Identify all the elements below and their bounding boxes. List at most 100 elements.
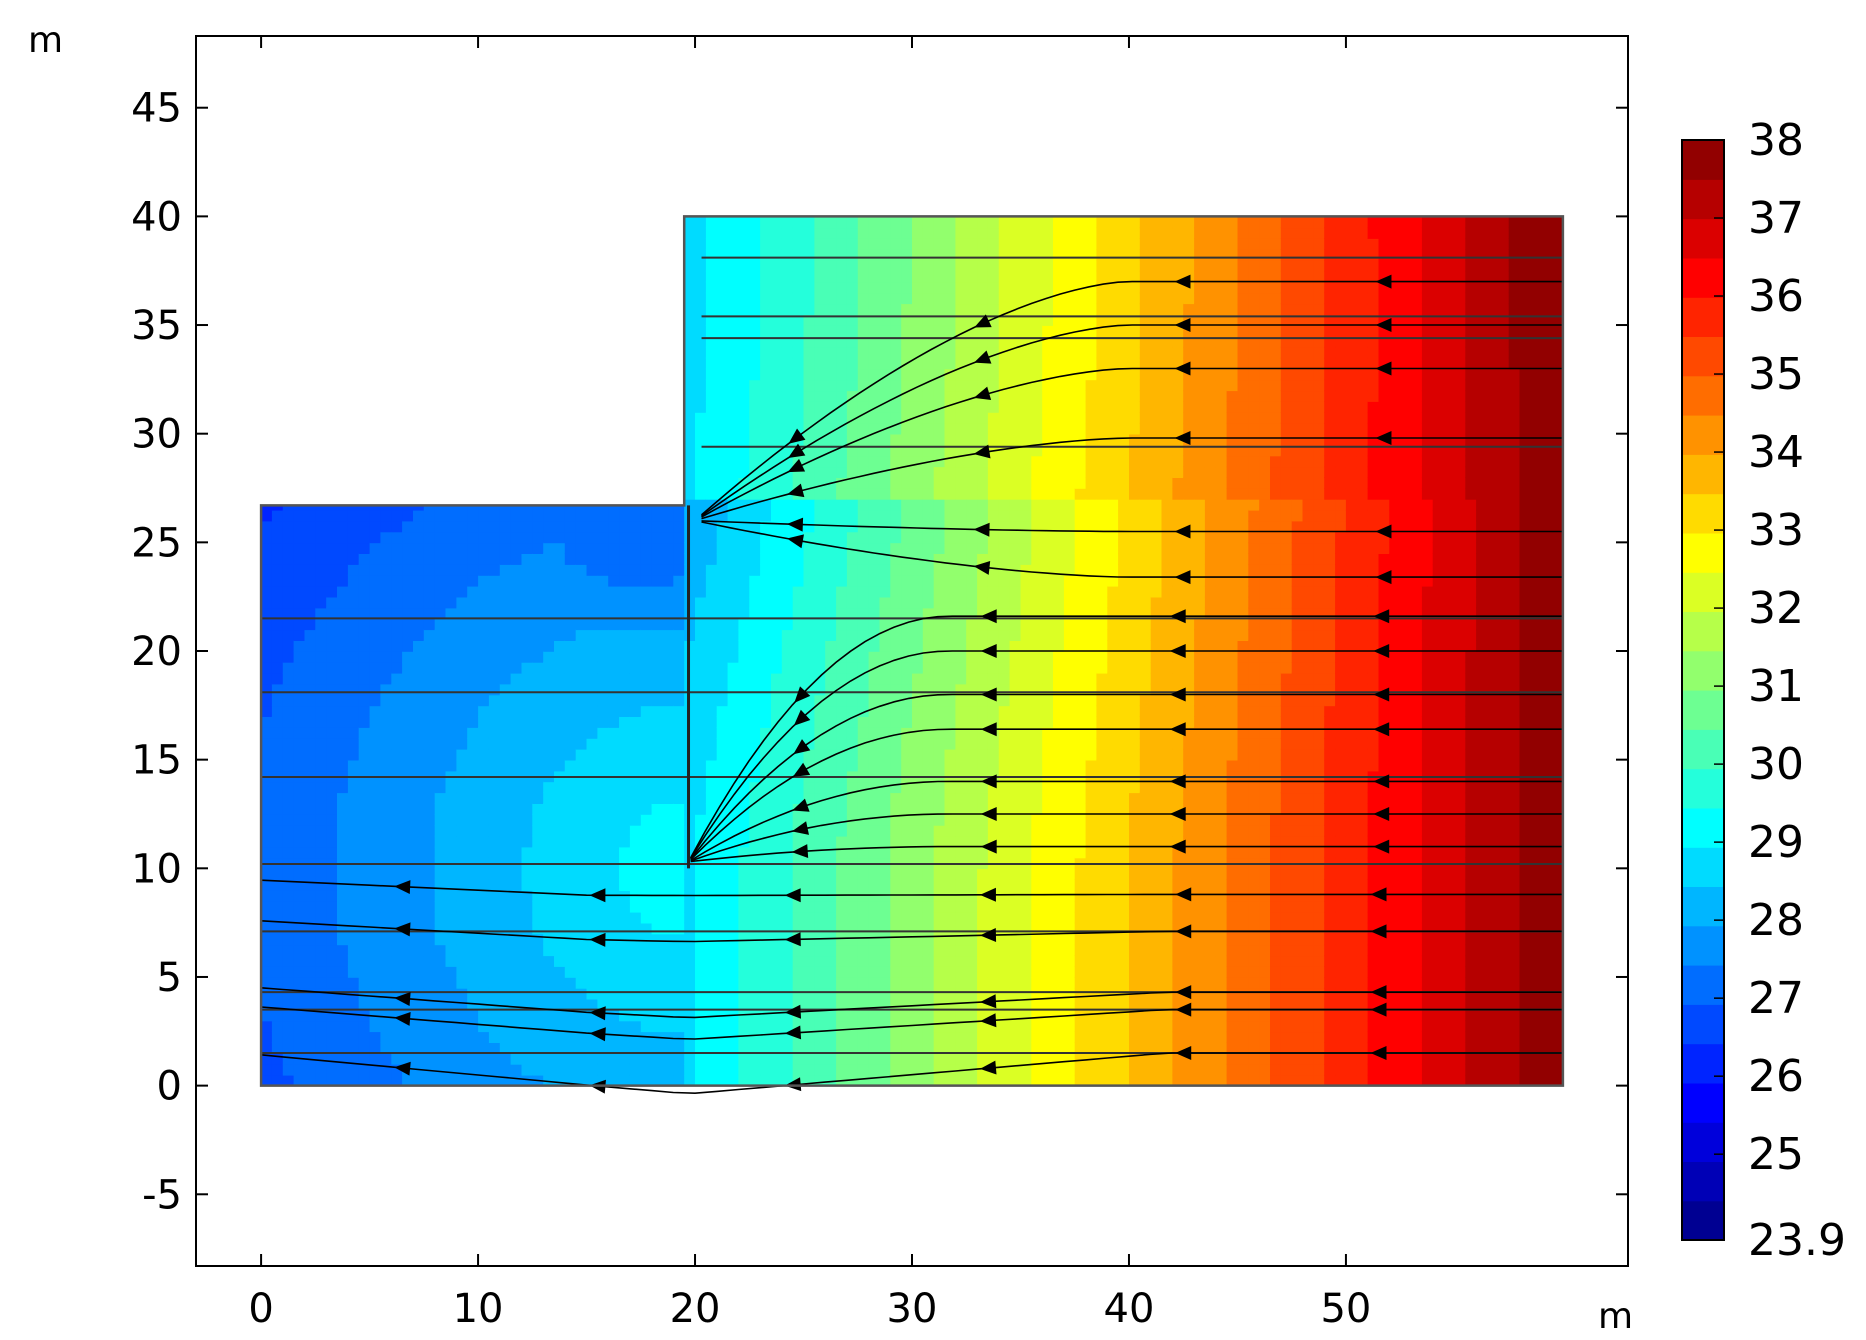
field-cell <box>358 531 371 544</box>
field-cell <box>261 488 273 500</box>
field-cell <box>413 574 425 587</box>
field-cell <box>261 346 273 359</box>
field-cell <box>749 596 761 609</box>
field-cell <box>543 890 555 902</box>
field-cell <box>423 216 436 229</box>
field-cell <box>868 933 881 946</box>
field-cell <box>445 1042 458 1054</box>
field-cell <box>369 357 382 370</box>
field-cell <box>695 727 707 739</box>
field-cell <box>434 444 447 457</box>
field-cell <box>391 477 403 489</box>
field-cell <box>619 922 631 935</box>
field-cell <box>358 509 371 522</box>
field-cell <box>564 564 577 576</box>
field-cell <box>695 944 707 957</box>
field-cell <box>543 835 555 848</box>
field-cell <box>792 727 805 739</box>
field-cell <box>271 803 284 815</box>
field-cell <box>499 335 512 348</box>
field-cell <box>445 737 458 750</box>
field-cell <box>499 716 512 728</box>
field-cell <box>629 357 642 370</box>
field-cell <box>445 238 458 250</box>
field-cell <box>684 1063 696 1076</box>
field-cell <box>293 466 306 478</box>
field-cell <box>575 259 588 272</box>
field-cell <box>781 716 794 728</box>
field-cell <box>705 553 718 565</box>
field-cell <box>781 325 794 337</box>
field-cell <box>347 444 360 457</box>
field-cell <box>868 987 881 1000</box>
field-cell <box>369 281 382 294</box>
field-cell <box>282 759 295 772</box>
field-cell <box>629 564 642 576</box>
field-cell <box>337 727 349 739</box>
field-cell <box>662 846 675 859</box>
field-cell <box>315 249 327 261</box>
field-cell <box>391 542 403 554</box>
field-cell <box>814 1053 826 1065</box>
field-cell <box>304 238 317 250</box>
field-cell <box>304 672 317 685</box>
field-cell <box>640 401 653 413</box>
field-cell <box>825 422 837 435</box>
field-cell <box>901 227 913 239</box>
field-cell <box>705 379 718 392</box>
field-cell <box>391 705 403 717</box>
field-cell <box>423 672 436 685</box>
field-cell <box>315 1031 327 1043</box>
field-cell <box>825 1053 837 1065</box>
field-cell <box>771 292 783 305</box>
field-cell <box>282 574 295 587</box>
field-cell <box>857 1053 870 1065</box>
field-cell <box>478 824 490 837</box>
field-cell <box>933 1009 946 1022</box>
field-cell <box>846 781 859 794</box>
field-cell <box>337 401 349 413</box>
field-cell <box>803 314 816 326</box>
field-cell <box>402 651 414 663</box>
field-cell <box>890 270 902 283</box>
field-cell <box>456 346 468 359</box>
field-cell <box>293 618 306 631</box>
field-cell <box>629 238 642 250</box>
field-cell <box>304 335 317 348</box>
field-cell <box>337 814 349 826</box>
field-cell <box>293 803 306 815</box>
field-cell <box>402 716 414 728</box>
field-cell <box>836 672 848 685</box>
field-cell <box>933 933 946 946</box>
field-cell <box>467 488 479 500</box>
field-cell <box>716 737 729 750</box>
field-cell <box>402 303 414 315</box>
field-cell <box>857 977 870 989</box>
field-cell <box>640 335 653 348</box>
field-cell <box>478 835 490 848</box>
field-cell <box>597 466 609 478</box>
field-cell <box>738 542 750 554</box>
field-cell <box>597 900 609 913</box>
field-cell <box>391 574 403 587</box>
field-cell <box>282 553 295 565</box>
field-cell <box>792 672 805 685</box>
field-cell <box>369 542 382 554</box>
field-cell <box>803 444 816 457</box>
field-cell <box>467 998 479 1011</box>
field-cell <box>597 249 609 261</box>
field-cell <box>347 509 360 522</box>
field-cell <box>890 727 902 739</box>
field-cell <box>445 911 458 924</box>
field-cell <box>738 705 750 717</box>
field-cell <box>347 803 360 815</box>
field-cell <box>445 933 458 946</box>
field-cell <box>380 401 392 413</box>
field-cell <box>879 748 892 761</box>
field-cell <box>792 216 805 229</box>
field-cell <box>293 509 306 522</box>
field-cell <box>716 694 729 707</box>
field-cell <box>261 1020 273 1033</box>
field-cell <box>369 911 382 924</box>
field-cell <box>836 433 848 446</box>
